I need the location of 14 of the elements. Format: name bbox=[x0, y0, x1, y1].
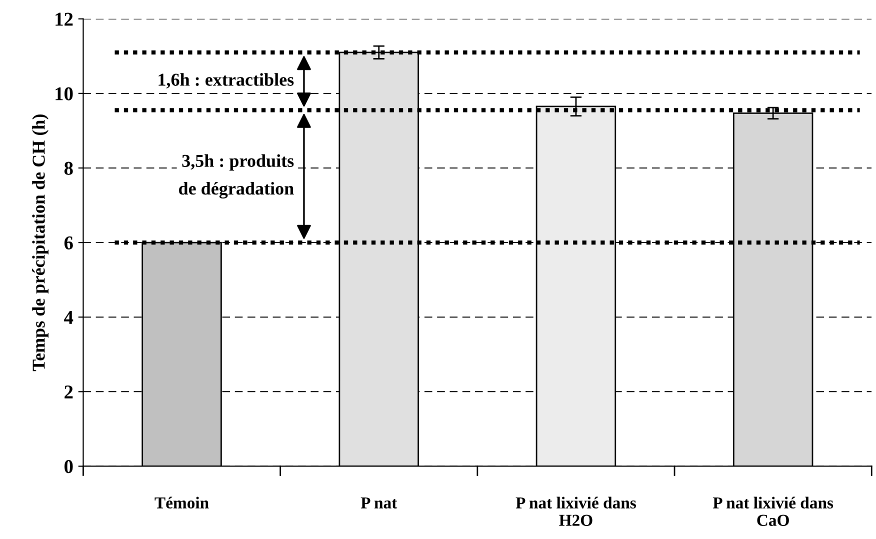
y-tick-label: 2 bbox=[64, 386, 73, 398]
annotation: 3,5h : produits de dégradation bbox=[178, 154, 294, 198]
x-tick-label: P nat bbox=[360, 497, 398, 509]
x-tick-label: P nat lixivié dans CaO bbox=[712, 496, 834, 526]
y-axis-title: Temps de précipitation de CH (h) bbox=[32, 114, 48, 372]
y-tick-label: 12 bbox=[56, 12, 73, 26]
y-tick-label: 10 bbox=[56, 87, 73, 100]
x-tick-label: P nat lixivié dans H2O bbox=[516, 496, 636, 526]
y-tick-label: 6 bbox=[64, 236, 73, 250]
annotation: 1,6h : extractibles bbox=[158, 73, 294, 88]
x-tick-label: Témoin bbox=[154, 496, 209, 509]
y-tick-label: 4 bbox=[64, 311, 74, 324]
y-tick-label: 8 bbox=[64, 162, 73, 175]
y-tick-label: 0 bbox=[64, 460, 73, 474]
